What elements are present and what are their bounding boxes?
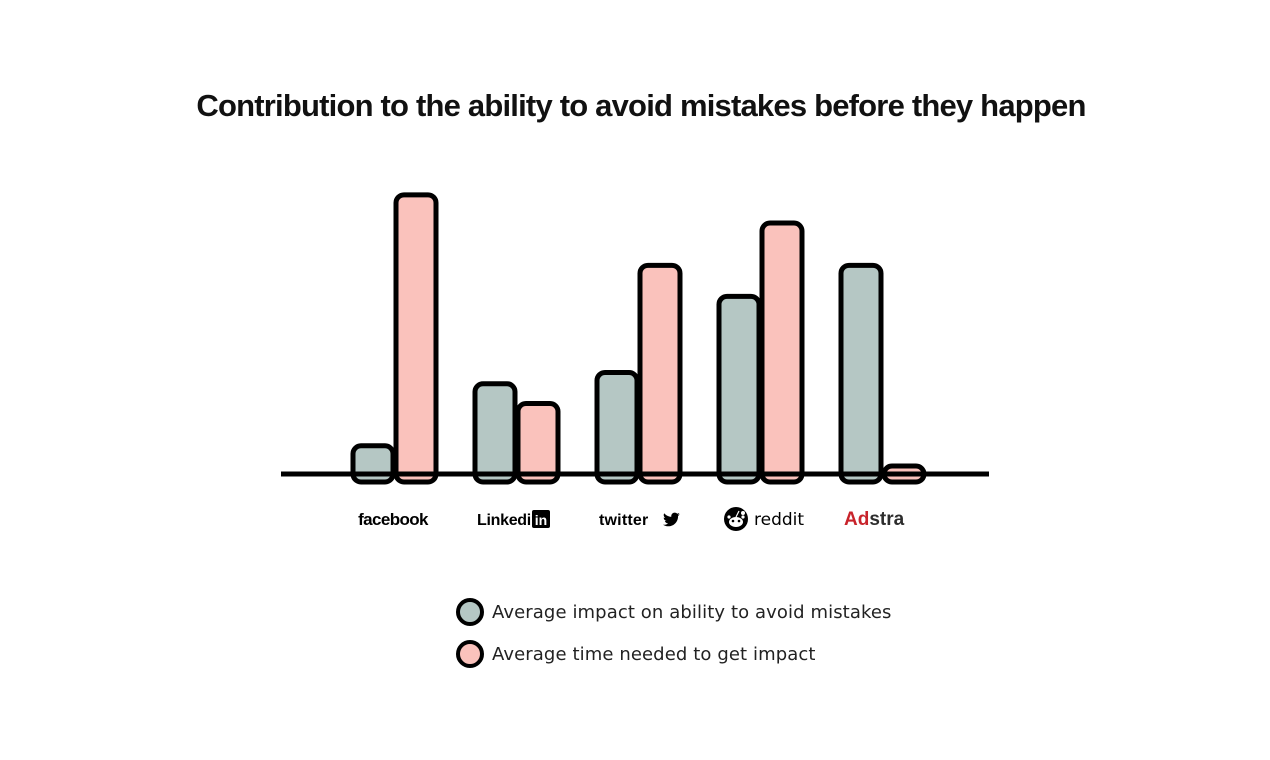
legend-label-time: Average time needed to get impact (492, 643, 816, 665)
legend: Average impact on ability to avoid mista… (456, 598, 892, 682)
tick-label-reddit: reddit (754, 510, 804, 530)
legend-label-impact: Average impact on ability to avoid mista… (492, 601, 892, 623)
bar-reddit-s1 (759, 220, 805, 485)
tick-label-twitter: twitter (599, 512, 648, 529)
twitter-bird-icon (663, 512, 680, 527)
bar-adstra-s0 (838, 262, 884, 485)
tick-label-linkedin: Linkedin (477, 512, 540, 529)
bar-linkedin-s1 (515, 401, 561, 485)
bar-facebook-s1 (393, 192, 439, 485)
linkedin-in-box-icon: in (532, 510, 550, 528)
legend-item-impact: Average impact on ability to avoid mista… (456, 598, 892, 626)
tick-label-adstra: Adstra (844, 509, 905, 530)
svg-text:in: in (535, 512, 547, 528)
legend-item-time: Average time needed to get impact (456, 640, 892, 668)
reddit-alien-icon (724, 507, 748, 531)
bar-twitter-s1 (637, 262, 683, 485)
legend-swatch-impact (456, 598, 484, 626)
bar-reddit-s0 (716, 293, 762, 485)
bar-facebook-s0 (350, 443, 396, 485)
tick-label-facebook: facebook (358, 510, 429, 529)
bar-linkedin-s0 (472, 381, 518, 485)
chart-title: Contribution to the ability to avoid mis… (196, 88, 1086, 123)
bar-twitter-s0 (594, 369, 640, 485)
bars-layer (350, 192, 927, 485)
legend-swatch-time (456, 640, 484, 668)
